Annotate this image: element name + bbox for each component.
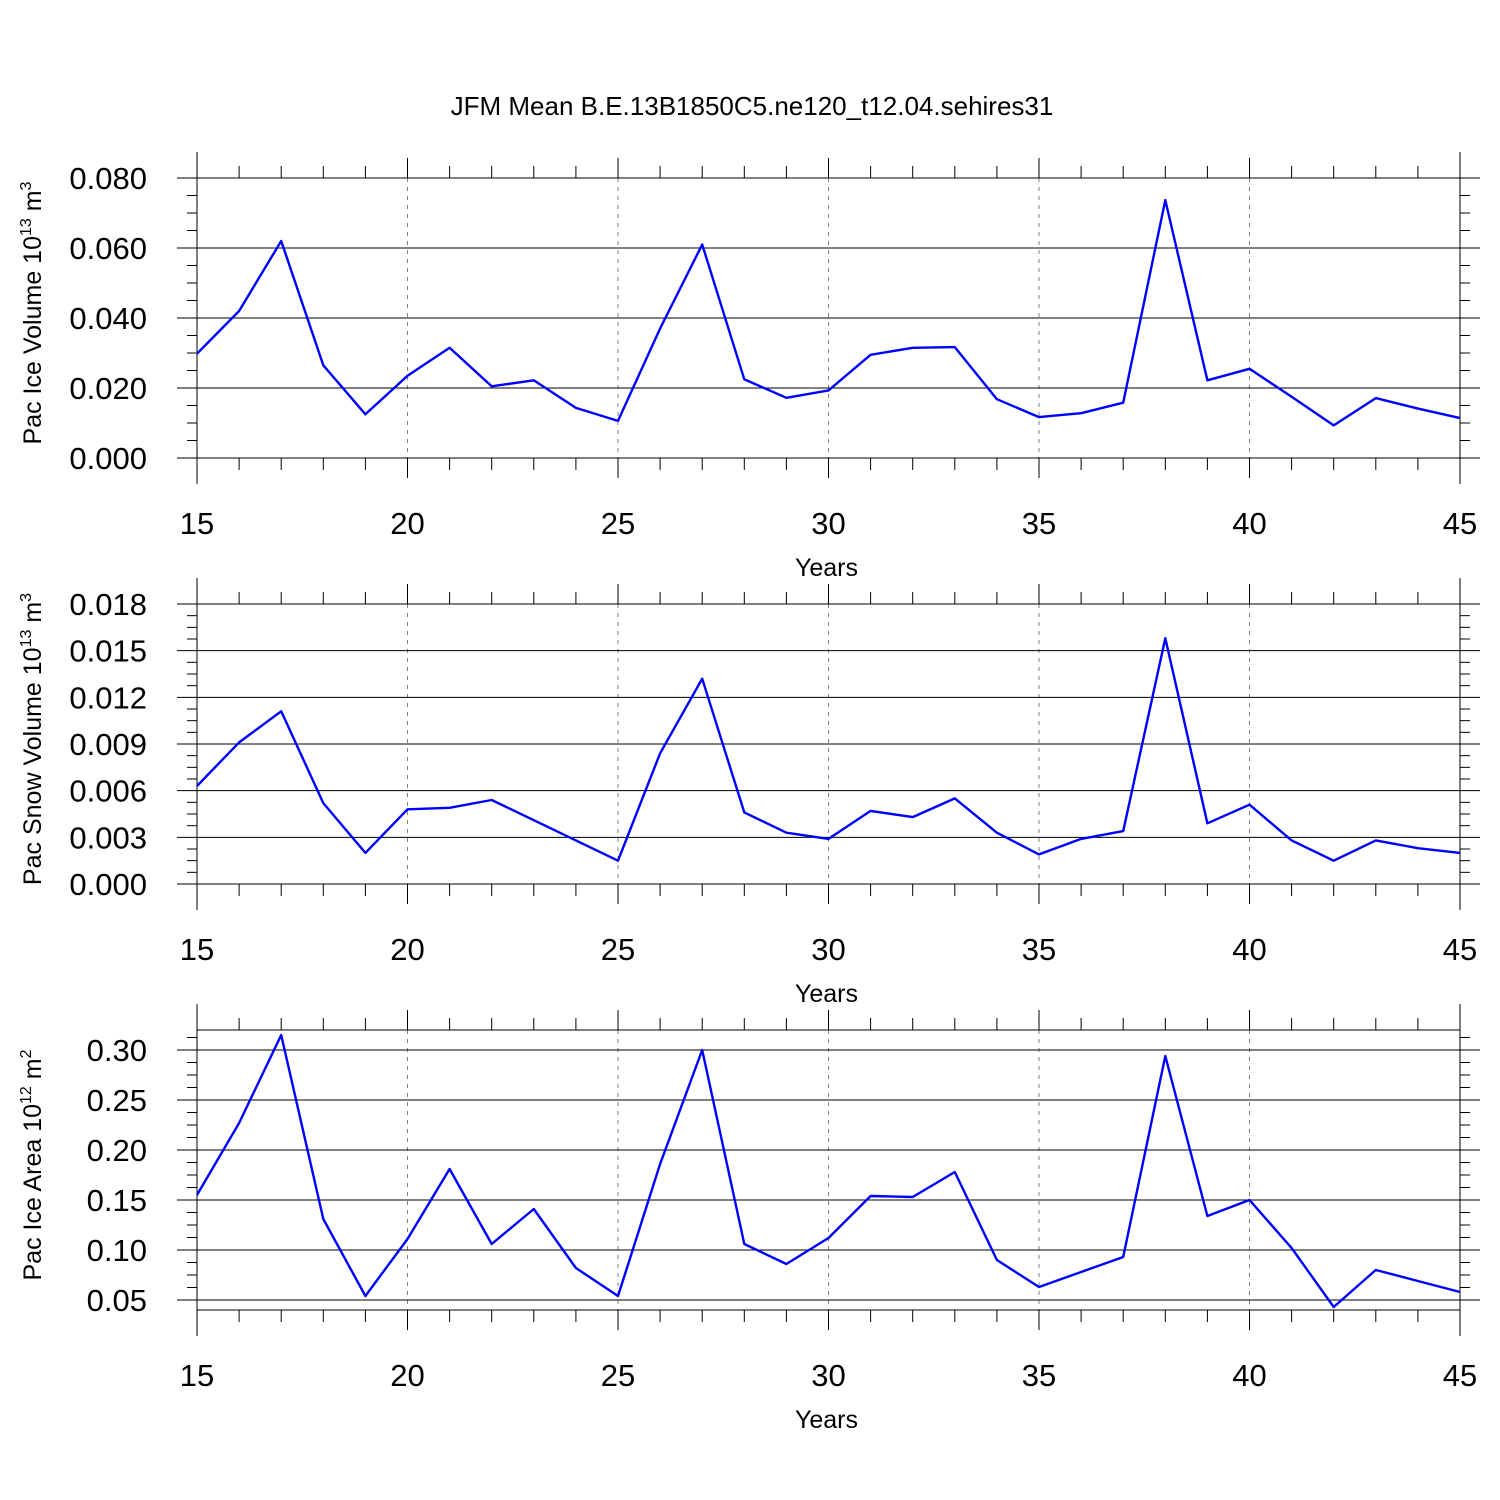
y-axis-label: Pac Ice Area 1012 m2 [18,1049,47,1280]
y-axis-label-text: m [19,1058,47,1086]
y-tick-label: 0.000 [69,441,147,476]
y-axis-label-text: m [19,190,47,218]
y-axis-label-exponent: 12 [18,1086,35,1104]
x-tick-label: 45 [1443,506,1477,541]
series-line [196,198,1461,427]
y-tick-label: 0.006 [69,774,147,809]
x-tick-label: 25 [601,1358,635,1393]
y-axis-label-exponent: 3 [18,181,35,190]
y-tick-label: 0.003 [69,820,147,855]
y-axis-label-exponent: 13 [18,630,35,648]
y-axis-label-exponent: 13 [18,218,35,236]
y-axis-label-text: Pac Ice Volume 10 [19,236,47,444]
y-tick-label: 0.020 [69,371,147,406]
x-tick-label: 15 [180,506,214,541]
x-tick-label: 35 [1022,506,1056,541]
x-tick-label: 40 [1232,506,1266,541]
y-tick-label: 0.25 [87,1083,147,1118]
x-tick-label: 15 [180,1358,214,1393]
x-axis-label: Years [795,980,858,1008]
y-axis-label-text: Pac Ice Area 10 [19,1104,47,1281]
chart-panels: 15 20 25 30 35 40 45 0.000 0.020 0.040 0.060 0.080 Y… [18,152,1480,1434]
x-tick-label: 30 [811,1358,845,1393]
panel-2: 15 20 25 30 35 40 45 0.000 0.003 0.006 0.009 0.012 0… [18,578,1480,1008]
y-tick-label: 0.10 [87,1233,147,1268]
y-tick-label: 0.30 [87,1033,147,1068]
x-tick-label: 35 [1022,1358,1056,1393]
x-tick-label: 35 [1022,932,1056,967]
panel-1: 15 20 25 30 35 40 45 0.000 0.020 0.040 0.060 0.080 Y… [18,152,1480,582]
x-axis-label: Years [795,1406,858,1434]
series-line [196,637,1461,862]
x-tick-label: 20 [390,932,424,967]
y-axis-label: Pac Snow Volume 1013 m3 [18,593,47,885]
y-tick-label: 0.015 [69,634,147,669]
x-axis-label: Years [795,554,858,582]
x-tick-label: 25 [601,506,635,541]
x-tick-label: 45 [1443,1358,1477,1393]
y-tick-label: 0.009 [69,727,147,762]
chart-title: JFM Mean B.E.13B1850C5.ne120_t12.04.sehi… [451,91,1054,121]
y-axis-label-exponent: 2 [18,1049,35,1058]
x-tick-label: 30 [811,932,845,967]
x-tick-label: 20 [390,1358,424,1393]
panel-3: 15 20 25 30 35 40 45 0.05 0.10 0.15 0.20 0.25 0.30 Ye… [18,1004,1480,1434]
y-axis-label-text: m [19,602,47,630]
y-tick-label: 0.05 [87,1283,147,1318]
x-tick-label: 45 [1443,932,1477,967]
x-tick-label: 25 [601,932,635,967]
y-tick-label: 0.080 [69,161,147,196]
y-axis-label-exponent: 3 [18,593,35,602]
y-tick-label: 0.012 [69,680,147,715]
y-tick-label: 0.000 [69,867,147,902]
y-tick-label: 0.040 [69,301,147,336]
y-tick-label: 0.018 [69,587,147,622]
x-tick-label: 15 [180,932,214,967]
y-axis-label-text: Pac Snow Volume 10 [19,647,47,885]
y-tick-label: 0.15 [87,1183,147,1218]
x-tick-label: 40 [1232,1358,1266,1393]
series-line [195,1033,1461,1309]
x-tick-label: 20 [390,506,424,541]
y-axis-label: Pac Ice Volume 1013 m3 [18,181,47,444]
x-tick-label: 40 [1232,932,1266,967]
y-tick-label: 0.060 [69,231,147,266]
x-tick-label: 30 [811,506,845,541]
y-tick-label: 0.20 [87,1133,147,1168]
